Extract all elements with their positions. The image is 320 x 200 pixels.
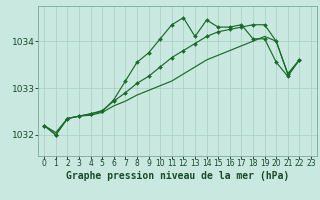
X-axis label: Graphe pression niveau de la mer (hPa): Graphe pression niveau de la mer (hPa)	[66, 171, 289, 181]
